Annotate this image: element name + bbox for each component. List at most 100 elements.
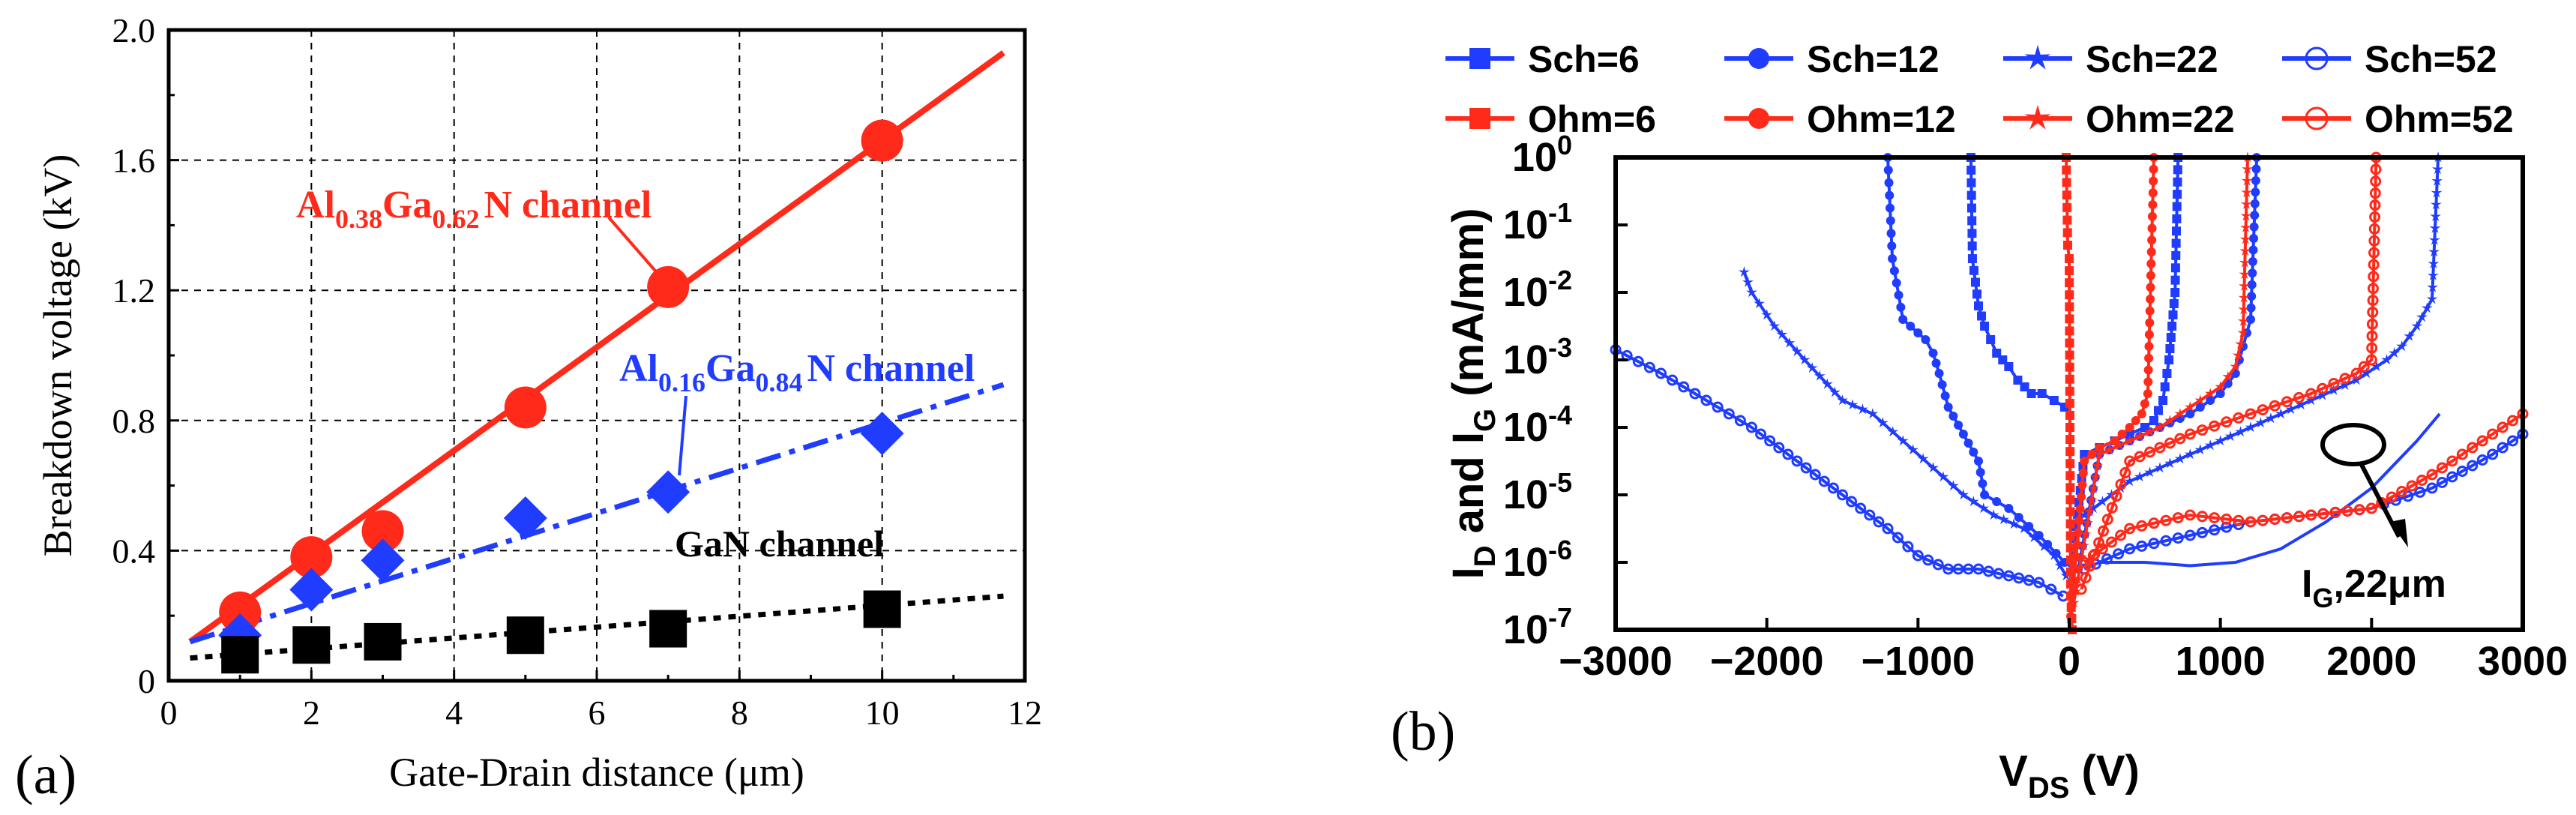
b-series-marker [2235,338,2246,349]
b-series-marker [2074,516,2084,526]
b-series-marker [1948,412,1958,421]
b-series-marker [2215,435,2227,446]
b-series-marker [2436,462,2448,474]
b-series-marker [1937,471,1949,482]
b-series-marker [2184,509,2196,521]
b-y-tick-label: 10-1 [1503,197,1572,247]
legend-swatch-marker [1748,108,1769,129]
b-series-marker [2431,175,2443,186]
b-series-marker [2249,222,2259,232]
b-series-marker [2233,412,2245,424]
legend-label: Sch=6 [1528,38,1640,80]
b-series-marker [2248,256,2257,266]
b-series-marker [2317,508,2329,520]
b-series-marker [1963,439,1973,448]
b-series-marker [2124,475,2136,487]
b-series-marker [1643,361,1655,373]
b-series-marker [2368,271,2380,283]
b-series-marker [2004,504,2014,513]
b-series-marker [2076,551,2087,562]
b-series-marker [2045,583,2057,595]
b-series-marker [1667,374,1679,386]
b-series-marker [2173,177,2182,187]
b-series-marker [1948,480,1959,491]
b-series-marker [2367,295,2379,307]
b-series-marker [2427,269,2439,280]
b-series-marker [2101,514,2113,526]
b-series-marker [2246,303,2256,313]
b-series-marker [1776,328,1788,340]
legend-item-ohm-52: Ohm=52 [2282,98,2514,140]
b-series-marker [2467,442,2479,454]
b-series-marker [2065,314,2074,324]
b-series-marker [2240,221,2251,232]
b-series-marker [2432,163,2443,175]
a-data-markers [218,119,904,674]
b-series-marker [1967,216,1977,226]
b-x-tick-label: −2000 [1710,639,1824,684]
b-series-marker [2431,199,2442,210]
b-series-marker [2113,548,2125,560]
b-series-marker [1799,354,1811,365]
b-series-marker [2065,326,2074,336]
b-series-marker [2242,163,2253,174]
b-series-marker [2416,311,2428,322]
b-series-marker [2369,211,2381,223]
b-series-marker [2097,525,2109,537]
b-series-marker [2416,475,2428,486]
b-series-marker [2143,377,2153,387]
b-series-marker [2386,491,2398,503]
b-series-marker [2083,505,2095,517]
b-series-marker [1940,391,1950,400]
b-series-marker [2062,215,2072,225]
b-series-marker [2195,403,2205,412]
b-series-marker [1907,444,1919,455]
b-series-marker [2406,480,2418,492]
a-point-al38 [647,265,690,308]
b-series-marker [1864,509,1876,521]
a-point-gan [649,610,687,648]
b-series-marker [2148,517,2160,529]
b-series-marker [2117,430,2127,439]
b-series-marker [2054,559,2066,571]
b-series-marker [2124,543,2136,555]
b-series-marker [2293,391,2305,403]
b-series-marker [1966,178,1976,187]
b-series-marker [1898,315,1908,324]
b-series-marker [2172,512,2184,524]
b-series-marker [2169,299,2179,308]
b-series-marker [2037,389,2047,398]
b-series-marker [1855,502,1867,514]
b-series-marker [2317,389,2329,400]
b-series-marker [2238,304,2250,315]
b-series-marker [2281,396,2293,408]
a-point-gan [863,590,901,628]
b-series-marker [2119,467,2131,479]
b-series-marker [2241,187,2253,198]
b-series-marker [2013,376,2023,385]
b-series-marker [2082,517,2093,528]
b-series-marker [2361,367,2372,379]
b-series-marker [2206,396,2215,405]
b-series-marker [2350,367,2362,379]
b-series-marker [2232,349,2244,361]
b-series-marker [2144,466,2155,478]
b-series-marker [2014,513,2023,522]
b-legend: Sch=6 Sch=12 Sch=22 Sch=52 Ohm=6 Ohm=12 Ohm=22… [1445,38,2514,140]
b-series-marker [1980,490,1990,499]
b-series-marker [2065,531,2075,541]
b-series-marker [2172,214,2182,223]
b-series-sch-6-fwd [2068,153,2183,567]
b-series-marker [1882,523,1894,535]
legend-swatch-marker [1748,48,1769,69]
b-series-marker [2166,333,2176,342]
b-series-marker [2073,528,2083,538]
b-series-marker [2033,577,2045,589]
b-series-marker [2238,292,2250,303]
b-series-marker [2430,210,2442,222]
a-point-gan [221,636,259,674]
panel-a: 0 2 4 6 8 10 12 0 0.4 0.8 1.2 1.6 2.0 Al0.38Ga0.62 N … [15,11,1042,806]
b-series-marker [2144,353,2154,363]
b-series-marker [2002,570,2014,582]
b-series-marker [2096,543,2108,555]
